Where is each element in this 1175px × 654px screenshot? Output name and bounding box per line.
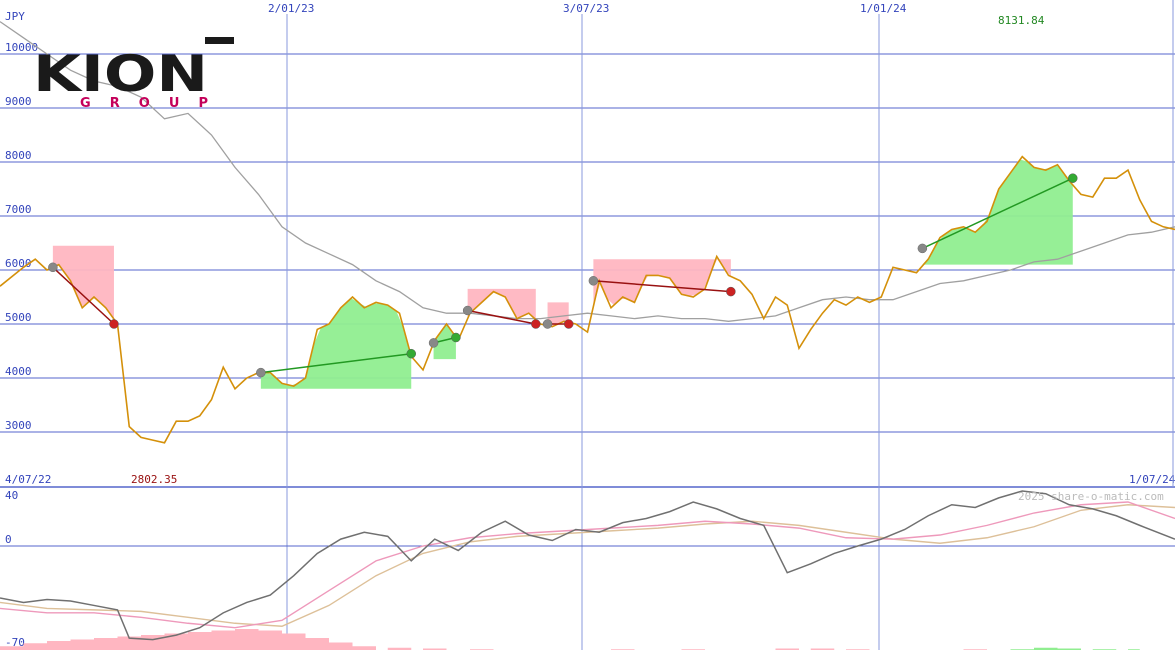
down-signal-fill (547, 302, 569, 327)
kion-group-logo: KION GROUP (33, 37, 234, 111)
y-tick-label: 6000 (5, 257, 32, 270)
histogram-bar (258, 630, 282, 650)
y-tick-label: 10000 (5, 41, 38, 54)
up-signal-fill (922, 159, 1073, 265)
chart-labels: JPY 8131.84 2802.35 2025 share-o-matic.c… (5, 10, 1164, 503)
histogram-bar (94, 638, 118, 650)
y-tick-label: 3000 (5, 419, 32, 432)
x-tick-label: 1/07/24 (1129, 473, 1175, 486)
signal-line (593, 280, 731, 293)
histogram-bar (305, 638, 329, 650)
low-value-label: 2802.35 (131, 473, 177, 486)
signal-line (922, 177, 1074, 250)
histogram-bar (282, 633, 306, 650)
x-tick-label: 3/07/23 (563, 2, 609, 15)
histogram-bar (70, 639, 94, 650)
histogram-bar (423, 648, 447, 650)
last-value-label: 8131.84 (998, 14, 1045, 27)
watermark: 2025 share-o-matic.com (1018, 490, 1164, 503)
histogram-bar (211, 630, 235, 650)
x-tick-label: 2/01/23 (268, 2, 314, 15)
histogram-bar (117, 636, 141, 650)
histogram-bar (775, 648, 799, 650)
oscillator-histogram (0, 629, 1140, 650)
histogram-bar (235, 629, 259, 650)
up-signal-fill (433, 324, 456, 360)
oscillator-lines (0, 490, 1175, 641)
signal-end-dot (531, 319, 541, 329)
signal-start-dot (588, 276, 599, 286)
oscillator-grid: -70 0 40 (0, 489, 1175, 649)
histogram-bar (23, 643, 47, 650)
signal-start-dot (462, 305, 473, 316)
histogram-bar (329, 642, 353, 650)
x-tick-label: 4/07/22 (5, 473, 51, 486)
histogram-bar (0, 646, 24, 650)
y-tick-label: 4000 (5, 365, 32, 378)
signal-end-dot (109, 319, 119, 329)
histogram-bar (810, 648, 835, 650)
oscillator-line (0, 504, 1175, 627)
histogram-bar (188, 632, 212, 650)
currency-label: JPY (5, 10, 25, 23)
signal-end-dot (563, 319, 574, 329)
logo-subword: GROUP (80, 96, 208, 111)
average-line (0, 21, 1175, 322)
histogram-bar (387, 647, 412, 650)
signal-end-dot (406, 348, 416, 359)
histogram-bar (47, 641, 71, 650)
signal-start-dot (917, 243, 928, 254)
osc-tick-label: 0 (5, 533, 12, 546)
x-tick-label: 1/01/24 (860, 2, 907, 15)
down-signal-fill (467, 288, 536, 320)
oscillator-line (0, 490, 1175, 641)
signal-start-dot (542, 319, 553, 329)
signal-start-dot (428, 338, 439, 348)
signal-end-dot (726, 286, 736, 297)
osc-tick-label: -70 (5, 636, 25, 649)
y-tick-label: 9000 (5, 95, 32, 108)
oscillator-line (0, 501, 1175, 629)
logo-bar (205, 37, 234, 44)
signal-line (52, 266, 115, 325)
signal-markers (48, 173, 1078, 378)
logo-wordmark: KION (33, 45, 208, 103)
histogram-bar (164, 633, 188, 650)
y-tick-label: 8000 (5, 149, 32, 162)
signal-line (260, 352, 412, 374)
signal-end-dot (1068, 173, 1078, 183)
y-tick-label: 5000 (5, 311, 32, 324)
histogram-bar (352, 646, 376, 650)
signal-end-dot (451, 332, 461, 343)
y-tick-label: 7000 (5, 203, 32, 216)
osc-tick-label: 40 (5, 489, 18, 502)
signal-start-dot (256, 367, 266, 378)
histogram-bar (141, 635, 165, 650)
histogram-bar (1057, 648, 1081, 650)
up-signal-fill (260, 298, 412, 389)
price-lines (0, 21, 1175, 444)
price-line (0, 155, 1175, 444)
histogram-bar (1034, 647, 1058, 650)
signal-start-dot (48, 262, 58, 273)
signal-line (467, 309, 536, 325)
